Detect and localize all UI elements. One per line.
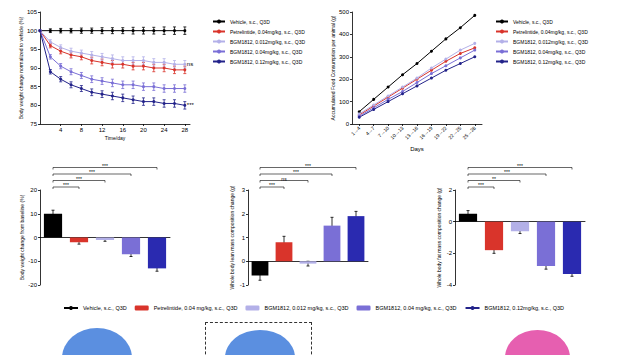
svg-text:BGM1812, 0.12mg/kg, s.c., Q3D: BGM1812, 0.12mg/kg, s.c., Q3D (230, 59, 303, 65)
svg-text:BGM1812, 0.12mg/kg, s.c., Q3D: BGM1812, 0.12mg/kg, s.c., Q3D (485, 305, 565, 311)
svg-text:BGM1812, 0.012mg/kg, s.c., Q3D: BGM1812, 0.012mg/kg, s.c., Q3D (230, 39, 305, 45)
svg-text:10→13: 10→13 (389, 125, 405, 141)
svg-text:Whole body lean mass compositi: Whole body lean mass composition change … (229, 185, 235, 289)
svg-text:0: 0 (346, 121, 350, 127)
svg-text:-10: -10 (28, 258, 37, 264)
svg-text:12: 12 (99, 127, 106, 133)
svg-text:***: *** (305, 163, 311, 169)
svg-text:***: *** (187, 102, 195, 108)
svg-text:BGM1812, 0.04mg/kg, s.c., Q3D: BGM1812, 0.04mg/kg, s.c., Q3D (513, 49, 586, 55)
svg-text:***: *** (517, 163, 523, 169)
svg-text:75: 75 (30, 121, 37, 127)
svg-text:***: *** (478, 182, 484, 188)
svg-text:**: ** (492, 176, 496, 182)
svg-text:100: 100 (339, 99, 350, 105)
svg-text:-1: -1 (240, 282, 246, 288)
svg-text:3: 3 (242, 187, 246, 193)
svg-text:ns: ns (187, 61, 193, 67)
svg-text:***: *** (293, 169, 299, 175)
svg-text:24: 24 (161, 127, 168, 133)
svg-text:BGM1812, 0.012mg/kg, s.c., Q3D: BGM1812, 0.012mg/kg, s.c., Q3D (513, 39, 588, 45)
svg-text:8: 8 (80, 127, 84, 133)
svg-text:20: 20 (140, 127, 147, 133)
svg-text:-4: -4 (447, 282, 453, 288)
svg-text:105: 105 (27, 9, 38, 15)
svg-text:Time/day: Time/day (105, 135, 126, 141)
svg-text:***: *** (63, 182, 69, 188)
svg-text:0: 0 (34, 235, 38, 241)
svg-text:***: *** (504, 169, 510, 175)
svg-text:ns: ns (281, 176, 287, 182)
svg-text:BGM1812, 0.04mg/kg, s.c., Q3D: BGM1812, 0.04mg/kg, s.c., Q3D (230, 49, 303, 55)
svg-text:-20: -20 (28, 282, 37, 288)
svg-text:300: 300 (339, 54, 350, 60)
svg-text:25→28: 25→28 (461, 125, 477, 141)
svg-text:80: 80 (30, 102, 37, 108)
svg-text:Body weight change from baseli: Body weight change from baseline (%) (19, 194, 25, 280)
svg-text:2: 2 (449, 187, 453, 193)
svg-text:4: 4 (59, 127, 63, 133)
svg-text:-2: -2 (447, 250, 453, 256)
svg-text:BGM1812, 0.012 mg/kg, s.c., Q3: BGM1812, 0.012 mg/kg, s.c., Q3D (264, 305, 348, 311)
svg-text:Vehicle, s.c., Q3D: Vehicle, s.c., Q3D (83, 305, 127, 311)
svg-text:0: 0 (449, 219, 453, 225)
svg-text:Accumulated Food Consumption p: Accumulated Food Consumption per animal … (330, 15, 336, 120)
svg-text:100: 100 (27, 28, 38, 34)
svg-text:Petrelintide, 0.04mg/kg, s.c.,: Petrelintide, 0.04mg/kg, s.c., Q3D (230, 29, 305, 35)
svg-text:400: 400 (339, 31, 350, 37)
svg-text:Vehicle, s.c., Q3D: Vehicle, s.c., Q3D (230, 19, 270, 25)
svg-text:Whole body fat mass compositio: Whole body fat mass composition change (… (436, 187, 442, 287)
svg-text:16→19: 16→19 (418, 125, 434, 141)
svg-text:7→10: 7→10 (376, 124, 391, 139)
svg-text:1: 1 (242, 235, 246, 241)
svg-text:Vehicle, s.c., Q3D: Vehicle, s.c., Q3D (513, 19, 553, 25)
svg-text:***: *** (89, 169, 95, 175)
svg-text:Days: Days (410, 146, 424, 152)
svg-text:2: 2 (242, 211, 246, 217)
svg-text:***: *** (76, 176, 82, 182)
svg-text:200: 200 (339, 76, 350, 82)
svg-text:95: 95 (30, 46, 37, 52)
svg-text:20: 20 (30, 187, 37, 193)
svg-text:BGM1812, 0.12mg/kg, s.c., Q3D: BGM1812, 0.12mg/kg, s.c., Q3D (513, 59, 586, 65)
svg-text:85: 85 (30, 84, 37, 90)
svg-text:10: 10 (30, 211, 37, 217)
svg-text:500: 500 (339, 9, 350, 15)
svg-text:28: 28 (181, 127, 188, 133)
svg-text:4→7: 4→7 (364, 125, 376, 137)
svg-text:22→25: 22→25 (447, 125, 463, 141)
svg-text:19→22: 19→22 (432, 125, 448, 141)
svg-text:1→4: 1→4 (350, 125, 362, 137)
svg-text:Petrelintide, 0.04 mg/kg, s.c.: Petrelintide, 0.04 mg/kg, s.c., Q3D (154, 305, 238, 311)
svg-text:Petrelintide, 0.04mg/kg, s.c.,: Petrelintide, 0.04mg/kg, s.c., Q3D (513, 29, 588, 35)
svg-text:***: *** (269, 182, 275, 188)
svg-text:13→16: 13→16 (404, 125, 420, 141)
svg-text:Body weight change normalized: Body weight change normalized to vehicle… (18, 16, 24, 119)
svg-text:BGM1812, 0.04 mg/kg, s.c., Q3D: BGM1812, 0.04 mg/kg, s.c., Q3D (376, 305, 457, 311)
svg-text:90: 90 (30, 65, 37, 71)
svg-text:16: 16 (119, 127, 126, 133)
svg-text:***: *** (102, 163, 108, 169)
svg-text:0: 0 (242, 258, 246, 264)
